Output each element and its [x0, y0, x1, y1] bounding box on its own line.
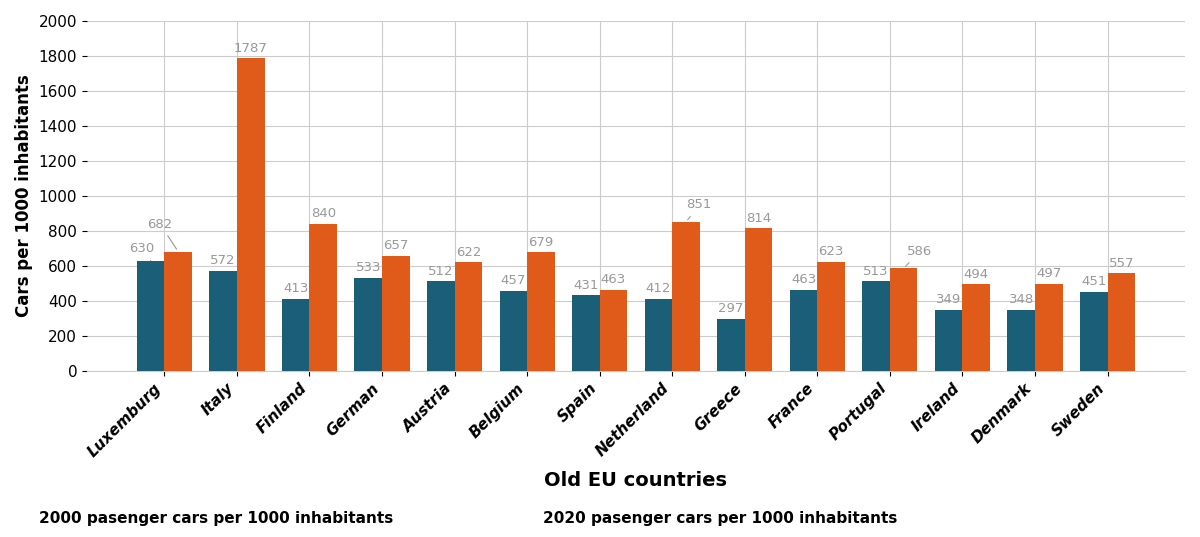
Bar [499, 291, 527, 371]
Bar [790, 290, 817, 371]
Bar [1034, 284, 1062, 371]
X-axis label: Old EU countries: Old EU countries [545, 471, 727, 490]
Text: 557: 557 [1109, 257, 1134, 270]
Bar [209, 271, 236, 371]
Bar [890, 268, 918, 371]
Bar [863, 281, 890, 371]
Bar [282, 299, 310, 371]
Bar [935, 310, 962, 371]
Bar [817, 262, 845, 371]
Bar [164, 251, 192, 371]
Text: 572: 572 [210, 255, 236, 267]
Text: 1787: 1787 [234, 42, 268, 55]
Text: 513: 513 [863, 265, 889, 278]
Text: 533: 533 [355, 261, 380, 274]
Bar [672, 222, 700, 371]
Text: 463: 463 [791, 273, 816, 286]
Bar [455, 262, 482, 371]
Bar [1080, 292, 1108, 371]
Text: 630: 630 [130, 242, 155, 260]
Bar [382, 256, 409, 371]
Bar [1008, 310, 1034, 371]
Bar [1108, 273, 1135, 371]
Text: 412: 412 [646, 282, 671, 295]
Bar [745, 228, 773, 371]
Text: 494: 494 [964, 268, 989, 281]
Bar [527, 252, 554, 371]
Text: 679: 679 [528, 236, 553, 249]
Text: 348: 348 [1008, 293, 1034, 307]
Bar [600, 290, 628, 371]
Text: 682: 682 [148, 217, 176, 249]
Text: 497: 497 [1036, 267, 1061, 280]
Y-axis label: Cars per 1000 inhabitants: Cars per 1000 inhabitants [14, 75, 34, 317]
Bar [236, 58, 264, 371]
Bar [137, 260, 164, 371]
Text: 463: 463 [601, 273, 626, 286]
Text: 623: 623 [818, 245, 844, 258]
Bar [427, 281, 455, 371]
Bar [310, 224, 337, 371]
Text: 457: 457 [500, 274, 526, 287]
Text: 297: 297 [719, 302, 744, 315]
Text: 657: 657 [383, 240, 408, 252]
Text: 814: 814 [746, 212, 772, 225]
Bar [354, 278, 382, 371]
Text: 2020 pasenger cars per 1000 inhabitants: 2020 pasenger cars per 1000 inhabitants [542, 511, 898, 526]
Text: 586: 586 [906, 245, 932, 266]
Text: 2000 pasenger cars per 1000 inhabitants: 2000 pasenger cars per 1000 inhabitants [38, 511, 394, 526]
Bar [718, 319, 745, 371]
Text: 840: 840 [311, 207, 336, 220]
Text: 622: 622 [456, 245, 481, 258]
Text: 431: 431 [574, 279, 599, 292]
Text: 851: 851 [686, 199, 712, 220]
Text: 451: 451 [1081, 275, 1106, 288]
Bar [572, 295, 600, 371]
Bar [644, 299, 672, 371]
Text: 512: 512 [428, 265, 454, 278]
Text: 413: 413 [283, 282, 308, 295]
Bar [962, 285, 990, 371]
Text: 349: 349 [936, 293, 961, 306]
